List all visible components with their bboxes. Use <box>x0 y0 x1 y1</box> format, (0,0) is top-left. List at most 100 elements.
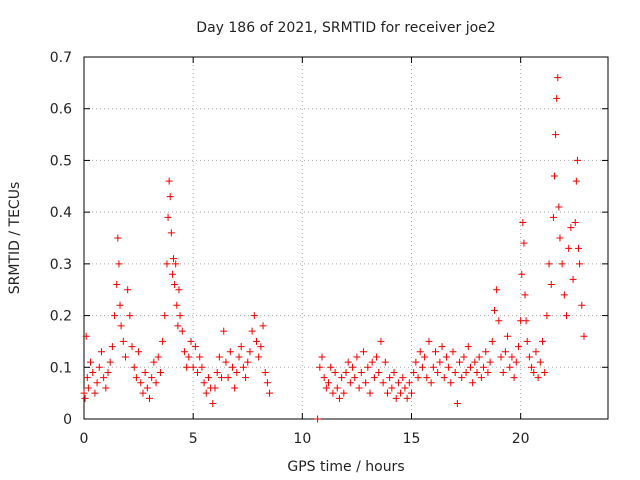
data-point <box>198 363 206 371</box>
data-point <box>397 389 405 397</box>
data-point <box>80 389 88 397</box>
data-point <box>173 301 181 309</box>
data-point <box>560 291 568 299</box>
data-point <box>567 224 575 232</box>
grid-lines <box>84 57 608 419</box>
data-point <box>473 368 481 376</box>
data-point <box>148 374 156 382</box>
data-point <box>392 394 400 402</box>
data-point <box>575 244 583 252</box>
data-point <box>442 353 450 361</box>
data-point <box>257 343 265 351</box>
data-point <box>132 374 140 382</box>
data-point <box>390 368 398 376</box>
data-point <box>161 312 169 320</box>
data-point <box>172 260 180 268</box>
data-point <box>497 353 505 361</box>
data-point <box>563 312 571 320</box>
data-point <box>244 358 252 366</box>
data-point <box>228 363 236 371</box>
data-point <box>266 389 274 397</box>
data-point <box>226 348 234 356</box>
data-point <box>373 353 381 361</box>
data-point <box>194 368 202 376</box>
data-point <box>87 358 95 366</box>
data-point <box>469 379 477 387</box>
data-point <box>379 379 387 387</box>
x-tick-label: 5 <box>189 431 198 447</box>
y-tick-label: 0.3 <box>50 257 72 273</box>
data-point <box>213 368 221 376</box>
data-point <box>440 374 448 382</box>
data-point <box>362 379 370 387</box>
data-point <box>113 281 121 289</box>
x-tick-label: 10 <box>293 431 311 447</box>
data-point <box>318 353 326 361</box>
data-point <box>237 343 245 351</box>
data-point <box>166 193 174 201</box>
data-point <box>185 353 193 361</box>
y-tick-label: 0.5 <box>50 153 72 169</box>
data-point <box>425 337 433 345</box>
data-point <box>156 368 164 376</box>
data-point <box>482 348 490 356</box>
y-tick-label: 0.4 <box>50 205 72 221</box>
data-point <box>187 337 195 345</box>
data-point <box>525 353 533 361</box>
data-point <box>399 374 407 382</box>
data-point <box>322 384 330 392</box>
data-point <box>121 353 129 361</box>
data-point <box>488 337 496 345</box>
data-point <box>504 332 512 340</box>
data-point <box>200 379 208 387</box>
data-point <box>539 337 546 345</box>
data-point <box>115 260 123 268</box>
data-point <box>111 312 119 320</box>
data-point <box>471 358 479 366</box>
data-point <box>353 353 361 361</box>
data-point <box>167 229 175 237</box>
data-point <box>81 394 89 402</box>
data-point <box>196 353 204 361</box>
axis-ticks: 0 0.1 0.2 0.3 0.4 0.5 0.6 0.7 0 5 10 15 20 <box>50 50 608 447</box>
y-axis-label: SRMTID / TECUs <box>7 182 23 295</box>
data-point <box>412 358 420 366</box>
data-point <box>152 379 160 387</box>
data-point <box>191 343 199 351</box>
data-point <box>432 348 440 356</box>
data-point <box>202 389 210 397</box>
data-point <box>571 218 579 226</box>
data-point <box>119 337 127 345</box>
data-point <box>165 177 173 185</box>
y-tick-label: 0.7 <box>50 50 72 66</box>
data-point <box>174 322 182 330</box>
data-point <box>449 348 457 356</box>
data-point <box>572 177 580 185</box>
data-point <box>495 317 503 325</box>
data-point <box>327 363 335 371</box>
data-point <box>335 394 343 402</box>
data-point <box>209 399 217 407</box>
data-point <box>484 368 492 376</box>
data-point <box>320 374 328 382</box>
data-point <box>235 353 243 361</box>
data-point <box>394 379 402 387</box>
data-point <box>522 317 530 325</box>
data-point <box>163 260 171 268</box>
data-point <box>388 384 396 392</box>
data-point <box>555 203 563 211</box>
data-point <box>325 379 333 387</box>
data-point <box>536 358 544 366</box>
x-tick-label: 15 <box>403 431 421 447</box>
data-point <box>460 353 468 361</box>
data-point <box>366 389 374 397</box>
data-point <box>377 337 385 345</box>
data-point <box>451 368 459 376</box>
data-point <box>355 384 363 392</box>
data-point <box>462 368 470 376</box>
data-point <box>246 348 254 356</box>
data-point <box>95 363 103 371</box>
data-point <box>429 363 437 371</box>
data-point <box>541 368 549 376</box>
data-point <box>519 218 527 226</box>
